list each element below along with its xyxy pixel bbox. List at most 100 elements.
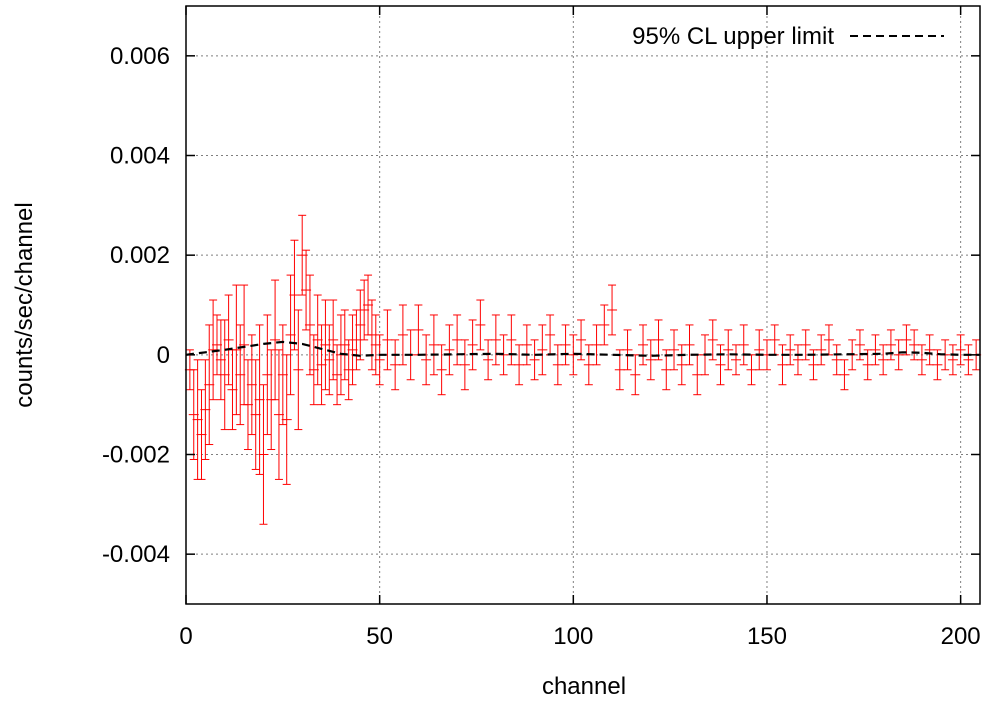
data-point xyxy=(428,314,439,376)
data-point xyxy=(707,319,718,361)
data-point xyxy=(312,294,323,386)
data-point xyxy=(320,299,331,391)
data-point xyxy=(506,314,517,366)
data-point xyxy=(308,334,319,406)
x-tick-label: 0 xyxy=(179,623,192,650)
y-tick-label: -0.004 xyxy=(102,541,170,568)
data-point xyxy=(258,384,269,525)
data-point xyxy=(514,344,525,386)
data-point xyxy=(397,304,408,366)
data-point xyxy=(638,324,649,366)
data-point xyxy=(339,309,350,381)
data-point xyxy=(746,354,757,386)
data-point xyxy=(347,314,358,386)
data-point xyxy=(878,344,889,376)
upper-limit-line xyxy=(185,340,980,357)
data-point xyxy=(374,334,385,386)
data-point xyxy=(622,329,633,371)
data-point xyxy=(421,334,432,386)
data-point xyxy=(293,309,304,431)
errorbar-series xyxy=(184,214,982,525)
data-point xyxy=(250,359,261,470)
data-point xyxy=(816,334,827,366)
data-point xyxy=(614,349,625,391)
legend: 95% CL upper limit xyxy=(632,23,944,50)
data-point xyxy=(436,344,447,396)
data-point xyxy=(785,334,796,366)
x-tick-label: 200 xyxy=(941,623,981,650)
data-point xyxy=(200,359,211,460)
data-point xyxy=(475,299,486,351)
data-point xyxy=(963,344,974,376)
x-tick-label: 100 xyxy=(553,623,593,650)
data-point xyxy=(208,299,219,401)
data-point xyxy=(370,314,381,376)
data-point xyxy=(262,314,273,436)
data-point xyxy=(521,324,532,366)
data-point xyxy=(901,324,912,356)
y-tick-label: -0.002 xyxy=(102,442,170,469)
data-point xyxy=(645,339,656,381)
data-point xyxy=(545,314,556,356)
data-point xyxy=(653,319,664,361)
plot-frame xyxy=(185,5,981,605)
data-point xyxy=(537,324,548,376)
data-point xyxy=(223,294,234,386)
data-point xyxy=(490,314,501,366)
data-point xyxy=(281,354,292,485)
data-point xyxy=(560,324,571,366)
data-point xyxy=(196,389,207,480)
data-point xyxy=(359,279,370,341)
data-point xyxy=(316,324,327,406)
data-point xyxy=(893,339,904,371)
x-tick-label: 150 xyxy=(747,623,787,650)
data-point xyxy=(924,334,935,366)
y-tick-label: 0.002 xyxy=(110,242,170,269)
data-point xyxy=(301,249,312,331)
y-axis-title: counts/sec/channel xyxy=(11,202,38,407)
data-point xyxy=(552,344,563,386)
data-point xyxy=(715,344,726,386)
data-point xyxy=(355,289,366,361)
data-point xyxy=(297,214,308,296)
y-tick-label: 0.004 xyxy=(110,143,170,170)
data-point xyxy=(246,334,257,436)
data-point xyxy=(467,319,478,371)
data-point xyxy=(273,349,284,480)
data-point xyxy=(254,324,265,475)
data-point xyxy=(862,349,873,381)
data-point xyxy=(723,329,734,371)
data-point xyxy=(777,344,788,386)
data-point xyxy=(947,344,958,376)
data-point xyxy=(730,344,741,376)
data-point xyxy=(599,304,610,346)
data-point xyxy=(885,329,896,361)
data-point xyxy=(738,324,749,366)
upper-limit-series xyxy=(185,340,980,357)
data-point xyxy=(684,324,695,366)
data-point xyxy=(607,284,618,336)
data-point xyxy=(452,314,463,366)
data-point xyxy=(583,344,594,386)
data-point xyxy=(328,299,339,381)
data-point xyxy=(870,334,881,366)
data-point xyxy=(444,324,455,376)
data-point xyxy=(219,319,230,431)
data-point xyxy=(909,329,920,361)
data-point xyxy=(831,344,842,376)
data-point xyxy=(459,339,470,391)
data-point xyxy=(304,274,315,376)
x-axis-ticks: 0 50 100 150 200 xyxy=(179,6,981,650)
data-point xyxy=(211,314,222,376)
y-tick-label: 0.006 xyxy=(110,43,170,70)
data-point xyxy=(270,279,281,401)
data-point xyxy=(413,304,424,356)
data-point xyxy=(591,324,602,366)
data-point xyxy=(382,309,393,371)
data-point xyxy=(839,359,850,391)
x-tick-label: 50 xyxy=(366,623,393,650)
data-point xyxy=(754,329,765,371)
data-point xyxy=(366,299,377,371)
data-point xyxy=(324,324,335,396)
